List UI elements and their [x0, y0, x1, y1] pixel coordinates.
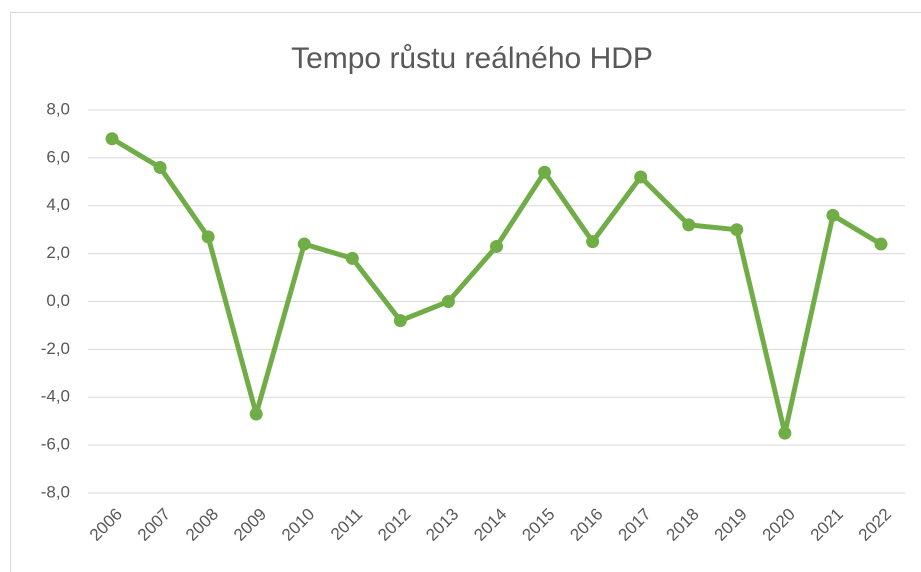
- y-tick-label: 8,0: [46, 99, 70, 118]
- data-point: [826, 208, 840, 222]
- chart-title: Tempo růstu reálného HDP: [291, 42, 653, 75]
- data-point: [634, 170, 648, 184]
- y-tick-label: 4,0: [46, 195, 70, 214]
- y-tick-label: 6,0: [46, 147, 70, 166]
- y-tick-label: -4,0: [41, 387, 70, 406]
- data-point: [538, 165, 552, 179]
- y-tick-label: 2,0: [46, 243, 70, 262]
- y-tick-label: -6,0: [41, 435, 70, 454]
- y-tick-label: 0,0: [46, 291, 70, 310]
- y-tick-label: -8,0: [41, 482, 70, 501]
- chart-border: [10, 12, 921, 572]
- data-point: [345, 251, 359, 265]
- y-tick-label: -2,0: [41, 339, 70, 358]
- data-point: [490, 239, 503, 253]
- data-point: [201, 230, 215, 244]
- data-point: [730, 223, 744, 237]
- data-point: [441, 295, 455, 308]
- data-point: [393, 314, 407, 328]
- data-point: [297, 237, 311, 251]
- data-point: [586, 235, 600, 249]
- data-point: [153, 160, 167, 174]
- data-point: [105, 132, 119, 146]
- data-point: [874, 237, 888, 251]
- data-point: [778, 426, 792, 440]
- data-point: [249, 407, 263, 421]
- data-point: [682, 218, 696, 232]
